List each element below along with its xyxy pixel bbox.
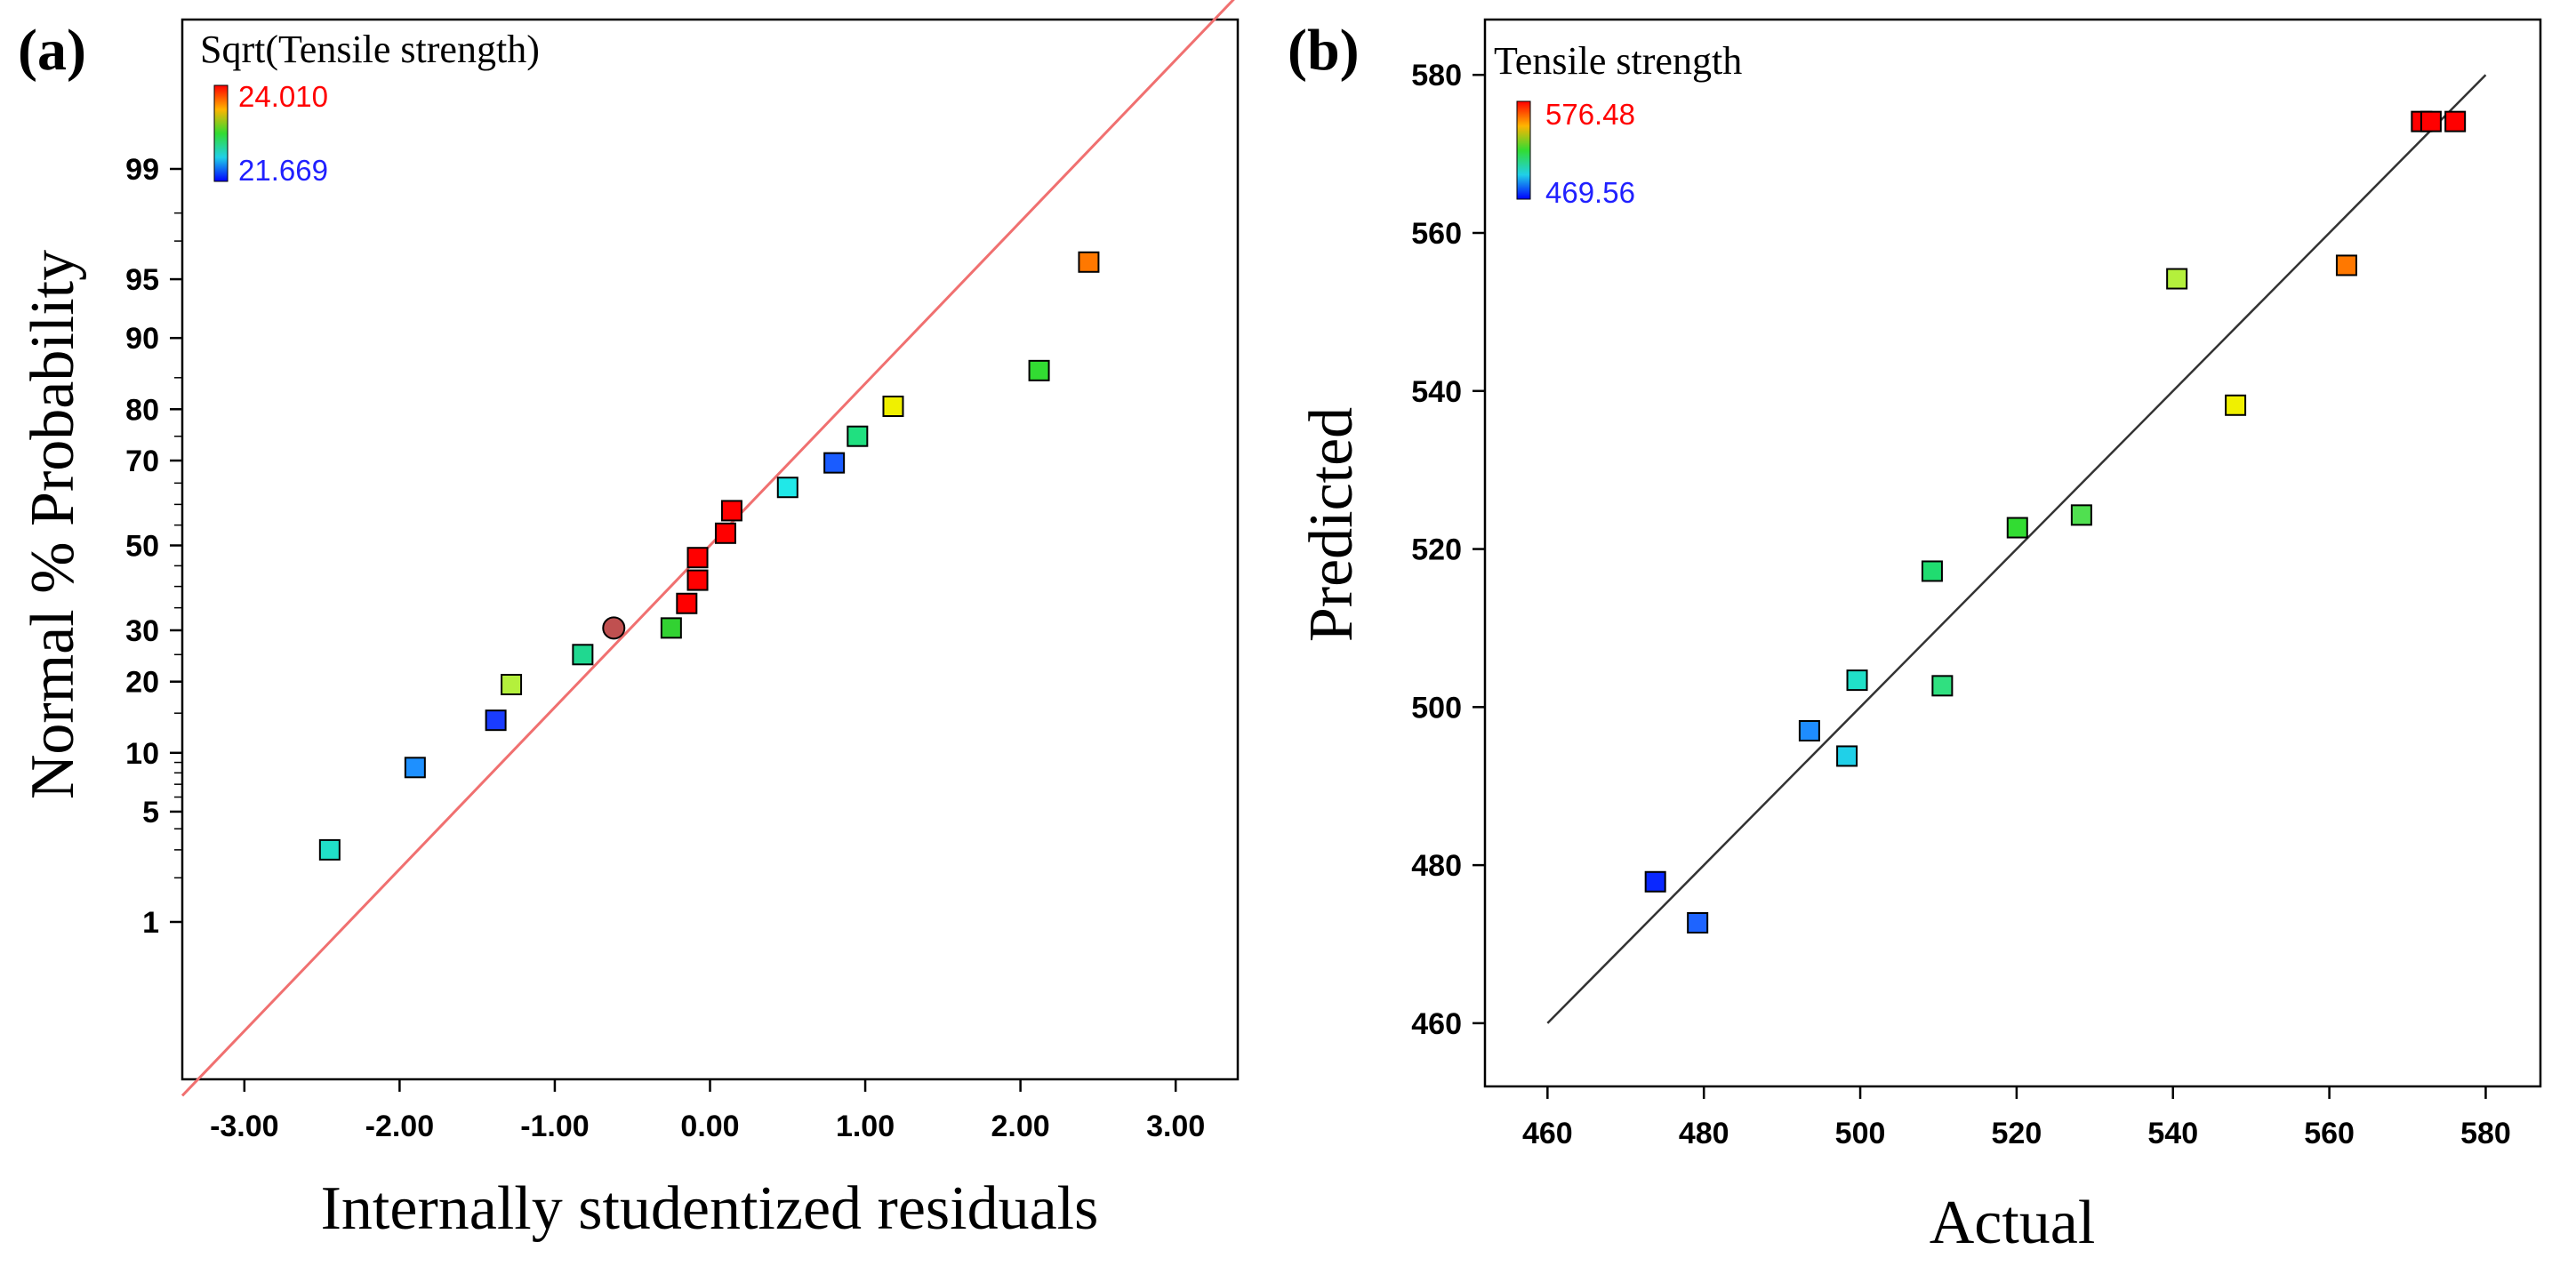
panel-a: (a) 1 5 10 20 30 50 70 80 90 95 99 -3.00 -2.00 -1.00… xyxy=(18,0,1240,1243)
reference-line-b xyxy=(1546,74,2487,1024)
y-tick-label-b: 480 xyxy=(1411,849,1462,883)
x-axis-title-a: Internally studentized residuals xyxy=(321,1174,1099,1243)
points-b xyxy=(1644,110,2467,933)
x-tick-label-b: 540 xyxy=(2147,1117,2198,1150)
x-tick-label-a: 0.00 xyxy=(680,1110,739,1143)
data-point-a xyxy=(720,500,742,522)
y-axis-title-b: Predicted xyxy=(1297,407,1366,642)
y-tick-label-a: 99 xyxy=(125,153,159,187)
y-tick-label-a: 10 xyxy=(125,737,159,771)
data-point-b xyxy=(2335,254,2357,276)
panel-label-b: (b) xyxy=(1288,18,1360,83)
data-point-a xyxy=(602,616,626,640)
x-tick-label-b: 500 xyxy=(1835,1117,1886,1150)
reference-line-a-path xyxy=(181,0,1235,1097)
data-point-a xyxy=(485,709,507,732)
data-point-a xyxy=(1028,359,1050,381)
y-ticks-a: 1 5 10 20 30 50 70 80 90 95 99 xyxy=(125,153,182,940)
legend-colorbar-a xyxy=(213,84,229,182)
data-point-b xyxy=(1644,870,1666,893)
x-tick-label-a: -1.00 xyxy=(520,1110,590,1143)
x-tick-label-b: 520 xyxy=(1992,1117,2042,1150)
points-a xyxy=(318,251,1100,861)
y-tick-label-b: 560 xyxy=(1411,217,1462,251)
data-point-b xyxy=(2166,268,2188,290)
data-point-b xyxy=(1846,669,1868,692)
data-point-b xyxy=(1931,675,1954,697)
y-tick-label-a: 30 xyxy=(125,614,159,648)
x-ticks-b: 460 480 500 520 540 560 580 xyxy=(1522,1086,2511,1150)
data-point-a xyxy=(686,569,709,591)
y-tick-label-b: 540 xyxy=(1411,375,1462,409)
data-point-a xyxy=(847,425,869,447)
x-ticks-a: -3.00 -2.00 -1.00 0.00 1.00 2.00 3.00 xyxy=(210,1079,1205,1143)
legend-b: Tensile strength 576.48 469.56 xyxy=(1494,39,1742,209)
y-tick-label-a: 80 xyxy=(125,393,159,427)
data-point-a xyxy=(776,477,798,499)
data-point-a xyxy=(404,757,426,779)
data-point-a xyxy=(823,452,846,474)
data-point-b xyxy=(2006,517,2028,539)
y-tick-label-a: 5 xyxy=(142,796,159,829)
y-tick-label-b: 500 xyxy=(1411,691,1462,725)
x-tick-label-a: -3.00 xyxy=(210,1110,279,1143)
data-point-a xyxy=(501,673,523,695)
reference-line-a xyxy=(181,0,1235,1097)
y-tick-label-b: 520 xyxy=(1411,533,1462,567)
legend-high-b: 576.48 xyxy=(1545,98,1635,131)
x-tick-label-a: 2.00 xyxy=(991,1110,1050,1143)
x-axis-title-b: Actual xyxy=(1930,1189,2096,1257)
y-minor-ticks-a xyxy=(174,212,182,879)
plot-frame-a xyxy=(181,18,1240,1081)
y-tick-label-a: 1 xyxy=(142,906,159,940)
y-tick-label-a: 90 xyxy=(125,322,159,356)
y-axis-title-a: Normal % Probability xyxy=(19,250,87,799)
data-point-a xyxy=(676,592,698,614)
data-point-a xyxy=(882,396,904,418)
y-tick-label-b: 460 xyxy=(1411,1007,1462,1041)
legend-low-b: 469.56 xyxy=(1545,176,1635,209)
x-tick-label-b: 460 xyxy=(1522,1117,1573,1150)
data-point-a xyxy=(714,522,736,544)
data-point-b xyxy=(2420,110,2442,132)
legend-high-a: 24.010 xyxy=(238,80,328,113)
y-tick-label-a: 95 xyxy=(125,263,159,297)
x-tick-label-b: 580 xyxy=(2460,1117,2511,1150)
x-tick-label-a: 3.00 xyxy=(1146,1110,1205,1143)
x-tick-label-a: 1.00 xyxy=(836,1110,895,1143)
data-point-b xyxy=(2225,394,2247,416)
data-point-a xyxy=(572,644,594,666)
y-tick-label-a: 50 xyxy=(125,530,159,564)
legend-colorbar-b xyxy=(1516,100,1531,200)
reference-line-b-path xyxy=(1546,74,2487,1024)
x-tick-label-a: -2.00 xyxy=(365,1110,435,1143)
legend-low-a: 21.669 xyxy=(238,154,328,187)
y-tick-label-a: 20 xyxy=(125,666,159,700)
data-point-a xyxy=(660,617,682,639)
data-point-b xyxy=(1921,560,1943,582)
data-point-b xyxy=(2444,110,2467,132)
data-point-b xyxy=(1836,745,1858,767)
panel-b: (b) 460 480 500 520 540 560 580 460 480 500 520 54… xyxy=(1288,18,2542,1257)
x-tick-label-b: 560 xyxy=(2304,1117,2355,1150)
x-tick-label-b: 480 xyxy=(1679,1117,1729,1150)
panel-label-a: (a) xyxy=(18,18,86,83)
y-ticks-b: 460 480 500 520 540 560 580 xyxy=(1411,59,1485,1041)
data-point-a xyxy=(318,838,341,861)
y-tick-label-b: 580 xyxy=(1411,59,1462,92)
data-point-a xyxy=(1078,251,1100,273)
y-tick-label-a: 70 xyxy=(125,445,159,478)
data-point-b xyxy=(1798,720,1820,741)
data-point-b xyxy=(2070,504,2092,526)
legend-a: Sqrt(Tensile strength) 24.010 21.669 xyxy=(200,28,540,187)
data-point-a xyxy=(686,547,709,569)
data-point-b xyxy=(1687,912,1709,933)
legend-title-a: Sqrt(Tensile strength) xyxy=(200,28,540,71)
legend-title-b: Tensile strength xyxy=(1494,39,1742,83)
